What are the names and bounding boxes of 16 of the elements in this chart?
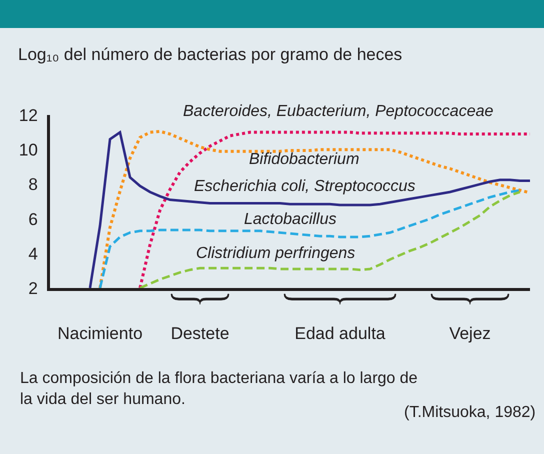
series-label: Lactobacillus	[244, 211, 336, 228]
series-label: Bifidobacterium	[249, 151, 360, 168]
series-label: Clistridium perfringens	[196, 245, 356, 262]
y-axis-title: Log₁₀ del número de bacterias por gramo de heces	[18, 45, 402, 64]
y-tick-label: 6	[28, 210, 38, 229]
y-tick-label: 10	[18, 140, 38, 160]
y-tick-label: 12	[18, 106, 38, 125]
series-label: Bacteroides, Eubacterium, Peptococcaceae	[183, 103, 494, 120]
y-tick-label: 4	[28, 244, 38, 264]
x-tick-label: Edad adulta	[294, 324, 386, 344]
series-label: Escherichia coli, Streptococcus	[194, 178, 416, 195]
x-tick-label: Nacimiento	[57, 324, 143, 344]
y-tick-label: 8	[28, 175, 38, 194]
x-tick-label: Destete	[170, 324, 230, 344]
x-tick-label: Vejez	[449, 324, 491, 344]
y-tick-label: 2	[28, 278, 38, 298]
